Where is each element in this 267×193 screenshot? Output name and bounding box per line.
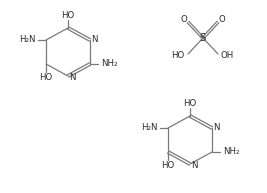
Text: NH₂: NH₂	[223, 147, 239, 157]
Text: N: N	[213, 124, 219, 133]
Text: O: O	[219, 14, 225, 24]
Text: O: O	[180, 14, 187, 24]
Text: H₂N: H₂N	[141, 124, 157, 133]
Text: N: N	[69, 73, 75, 81]
Text: H₂N: H₂N	[19, 36, 35, 45]
Text: N: N	[91, 36, 97, 45]
Text: NH₂: NH₂	[101, 59, 117, 69]
Text: HO: HO	[61, 10, 74, 19]
Text: HO: HO	[39, 73, 53, 81]
Text: OH: OH	[220, 52, 234, 60]
Text: N: N	[191, 161, 197, 169]
Text: HO: HO	[161, 161, 175, 169]
Text: HO: HO	[183, 98, 197, 108]
Text: HO: HO	[171, 52, 184, 60]
Text: S: S	[200, 33, 206, 43]
